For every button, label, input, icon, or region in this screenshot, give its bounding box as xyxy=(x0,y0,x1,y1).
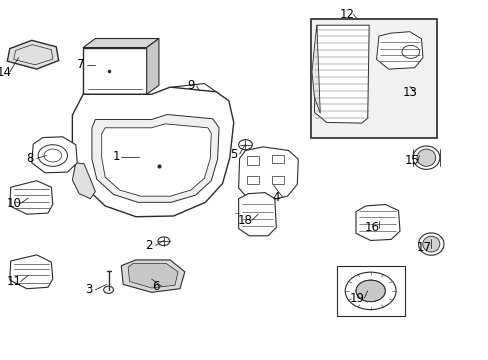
Text: 14: 14 xyxy=(0,66,11,78)
Ellipse shape xyxy=(422,236,439,252)
Ellipse shape xyxy=(416,149,435,166)
Text: 2: 2 xyxy=(145,239,153,252)
Bar xyxy=(271,155,283,163)
Text: 3: 3 xyxy=(85,283,93,296)
Bar xyxy=(83,48,146,94)
Polygon shape xyxy=(170,84,217,115)
Text: 9: 9 xyxy=(186,79,194,92)
Polygon shape xyxy=(14,45,53,65)
Text: 15: 15 xyxy=(404,154,418,167)
Bar xyxy=(271,176,283,184)
Polygon shape xyxy=(7,40,59,69)
Text: 11: 11 xyxy=(6,275,21,288)
Polygon shape xyxy=(146,39,159,94)
Circle shape xyxy=(345,272,395,310)
Polygon shape xyxy=(314,25,368,123)
Polygon shape xyxy=(72,87,233,217)
Circle shape xyxy=(238,140,252,150)
Polygon shape xyxy=(121,260,184,292)
Polygon shape xyxy=(376,32,422,69)
Text: 19: 19 xyxy=(349,292,364,305)
Bar xyxy=(310,19,436,138)
Bar xyxy=(247,156,259,165)
Text: 10: 10 xyxy=(6,197,21,210)
Polygon shape xyxy=(311,25,320,113)
Circle shape xyxy=(401,45,419,58)
Text: 8: 8 xyxy=(26,152,34,165)
Polygon shape xyxy=(10,255,53,289)
Circle shape xyxy=(158,237,169,246)
Circle shape xyxy=(103,286,113,293)
Polygon shape xyxy=(128,264,178,288)
Text: 16: 16 xyxy=(365,221,379,234)
Text: 17: 17 xyxy=(416,241,431,254)
Text: 13: 13 xyxy=(402,86,416,99)
Ellipse shape xyxy=(418,233,443,255)
Polygon shape xyxy=(102,124,211,196)
Text: 7: 7 xyxy=(77,58,84,71)
Polygon shape xyxy=(337,266,404,316)
Text: 18: 18 xyxy=(238,214,252,227)
Polygon shape xyxy=(10,181,53,214)
Circle shape xyxy=(355,280,385,302)
Polygon shape xyxy=(238,147,298,201)
Text: 5: 5 xyxy=(229,148,237,161)
Polygon shape xyxy=(72,163,95,199)
Polygon shape xyxy=(32,137,77,173)
Text: 6: 6 xyxy=(151,280,159,293)
Polygon shape xyxy=(92,114,219,202)
Polygon shape xyxy=(355,204,399,240)
Text: 12: 12 xyxy=(339,8,354,21)
Text: 1: 1 xyxy=(112,150,120,163)
Polygon shape xyxy=(238,193,276,236)
Ellipse shape xyxy=(412,146,439,169)
Bar xyxy=(247,176,259,184)
Polygon shape xyxy=(83,39,159,48)
Text: 4: 4 xyxy=(272,191,280,204)
